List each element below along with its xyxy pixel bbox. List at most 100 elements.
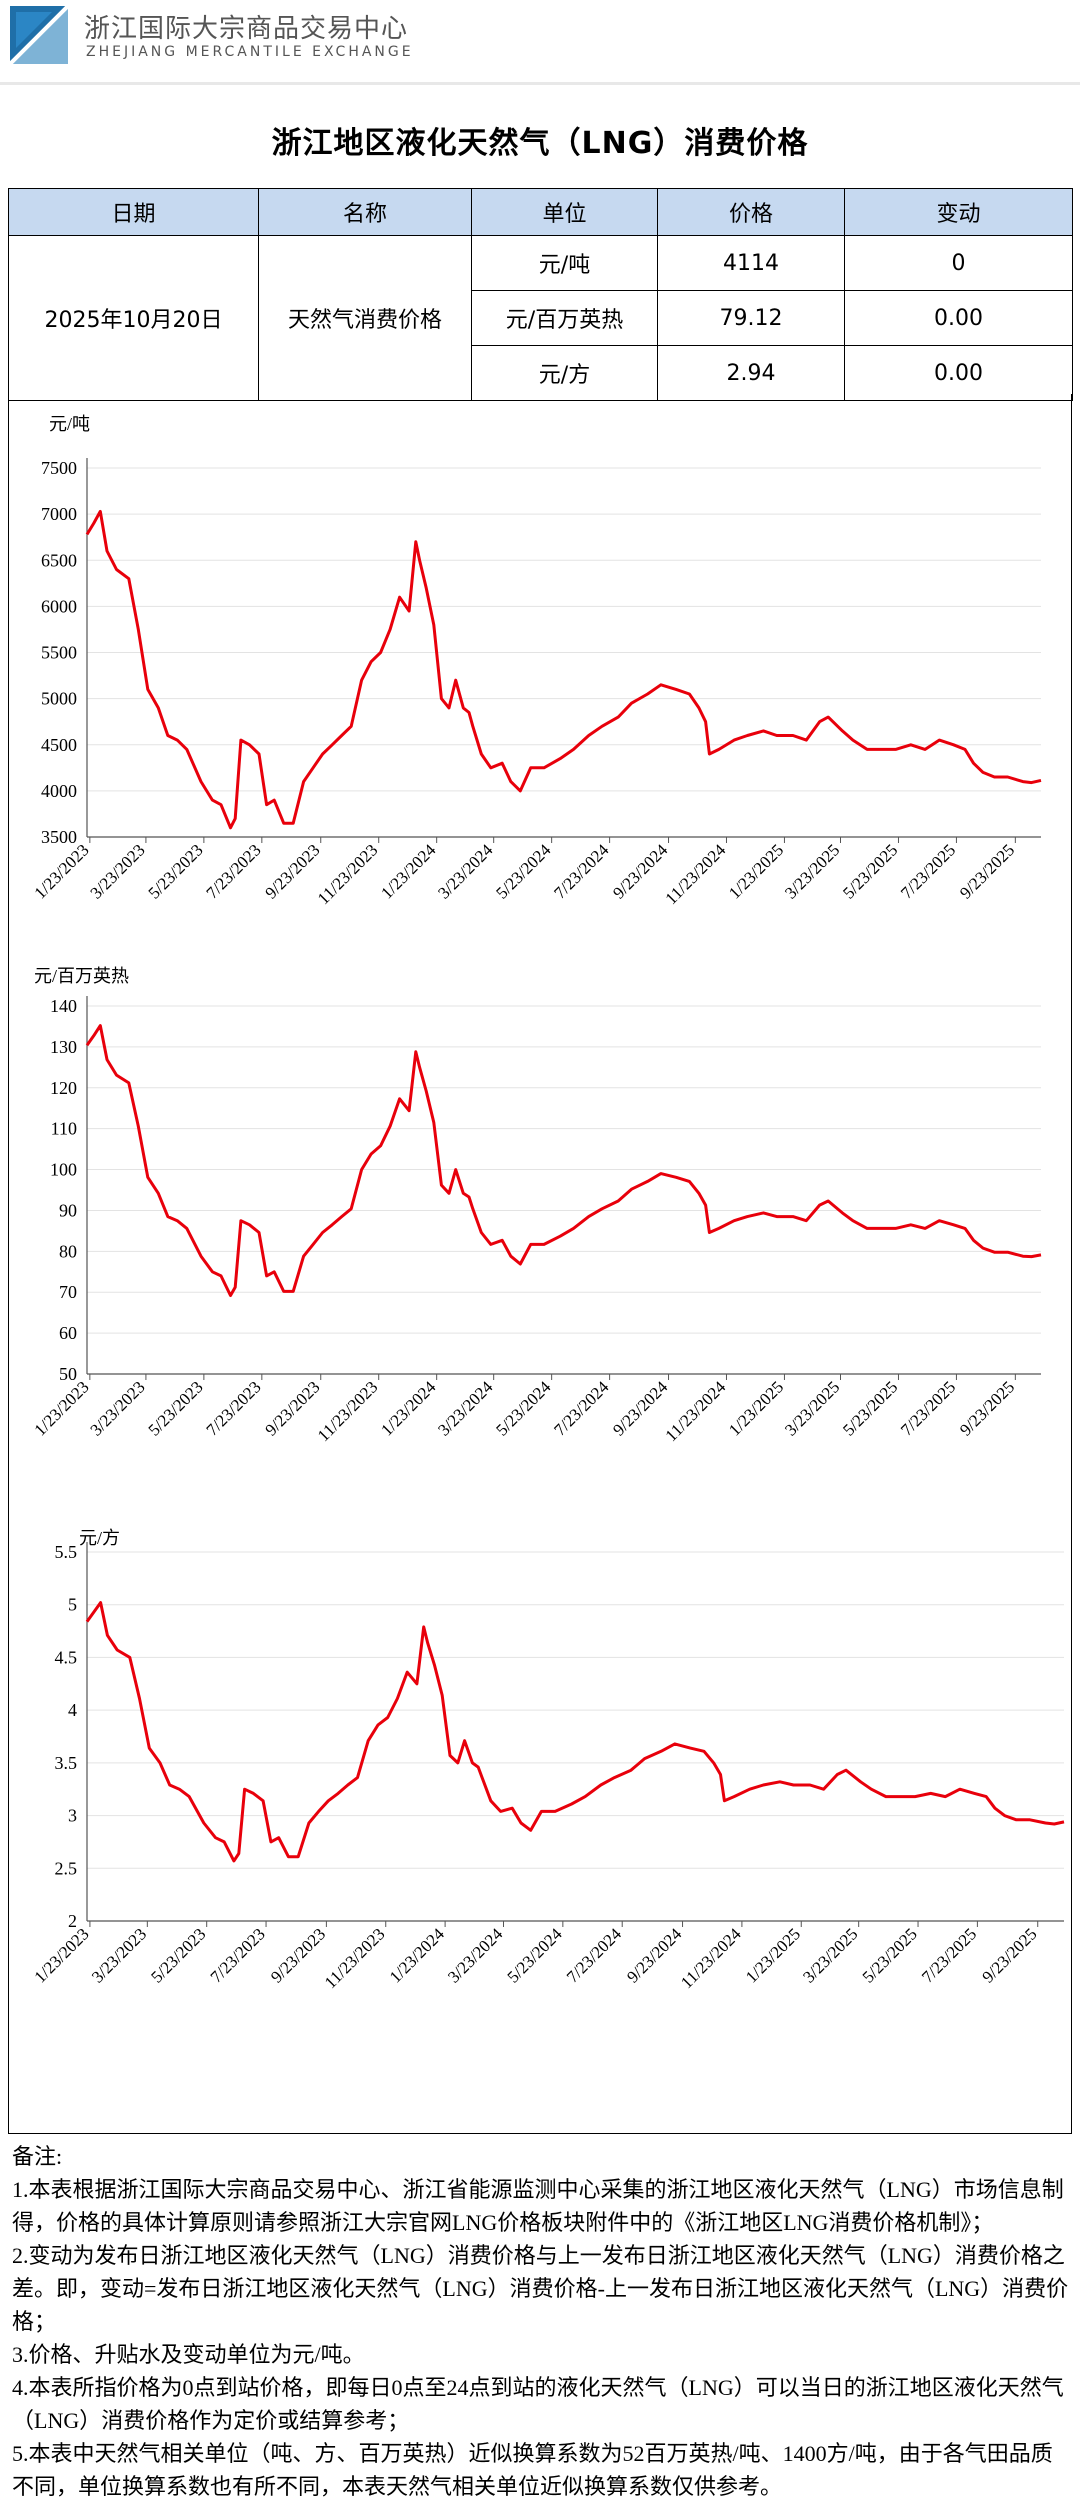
x-tick-label: 7/23/2024 (550, 840, 613, 903)
x-tick-label: 9/23/2025 (956, 840, 1018, 902)
x-tick-label: 3/23/2024 (434, 1377, 497, 1440)
y-tick-label: 4 (68, 1700, 77, 1720)
note-item: 1.本表根据浙江国际大宗商品交易中心、浙江省能源监测中心采集的浙江地区液化天然气… (12, 2177, 1064, 2235)
x-tick-label: 3/23/2023 (87, 1377, 149, 1439)
page-title: 浙江地区液化天然气（LNG）消费价格 (271, 126, 809, 161)
x-tick-label: 5/23/2024 (492, 840, 555, 903)
x-tick-label: 7/23/2023 (202, 1377, 264, 1439)
price-chart-yuan-per-cubic-meter: 元/方22.533.544.555.51/23/20233/23/20235/2… (31, 1528, 1065, 1992)
note-item: 5.本表中天然气相关单位（吨、方、百万英热）近似换算系数为52百万英热/吨、14… (12, 2441, 1053, 2499)
x-tick-label: 7/23/2024 (550, 1377, 613, 1440)
y-tick-label: 60 (59, 1323, 77, 1343)
y-tick-label: 3.5 (55, 1753, 78, 1773)
x-tick-label: 7/23/2025 (897, 840, 959, 902)
x-tick-label: 1/23/2023 (30, 1377, 92, 1439)
y-tick-label: 90 (59, 1200, 77, 1220)
x-tick-label: 11/23/2024 (662, 1377, 730, 1445)
price-series-line (85, 1601, 1065, 1863)
org-name-en: ZHEJIANG MERCANTILE EXCHANGE (86, 44, 414, 60)
x-tick-label: 9/23/2025 (956, 1377, 1018, 1439)
price-chart-yuan-per-ton: 元/吨 3500 4000 4500 5000 5500 6000 6500 7000 7500 1… (30, 414, 1042, 908)
table-row: 元/方 2.94 0.00 (9, 345, 1073, 401)
x-tick-label: 1/23/2025 (725, 1377, 787, 1439)
y-axis-unit-label: 元/吨 (49, 414, 90, 434)
y-tick-label: 4.5 (55, 1647, 78, 1667)
price-cell: 2.94 (657, 345, 845, 401)
x-tick-label: 1/23/2025 (742, 1924, 804, 1986)
y-tick-label: 2.5 (55, 1858, 78, 1878)
x-tick-label: 11/23/2024 (677, 1924, 745, 1992)
x-tick-label: 3/23/2024 (434, 840, 497, 903)
table-header-row: 日期 名称 单位 价格 变动 (8, 188, 1073, 236)
column-header-unit: 单位 (471, 188, 658, 236)
y-tick-label: 140 (50, 996, 77, 1016)
exchange-logo-icon (8, 4, 70, 66)
x-tick-label: 3/23/2023 (88, 1924, 150, 1986)
y-tick-label: 2 (68, 1911, 77, 1931)
date-cell: 2025年10月20日 (8, 235, 259, 401)
x-tick-label: 1/23/2025 (725, 840, 787, 902)
y-tick-label: 4000 (41, 781, 77, 801)
y-tick-label: 100 (50, 1160, 77, 1180)
y-tick-label: 5.5 (55, 1542, 78, 1562)
price-series-line (85, 509, 1042, 830)
y-axis-unit-label: 元/方 (79, 1528, 120, 1548)
x-tick-label: 3/23/2025 (799, 1924, 861, 1986)
note-item: 2.变动为发布日浙江地区液化天然气（LNG）消费价格与上一发布日浙江地区液化天然… (12, 2243, 1069, 2334)
x-tick-label: 1/23/2024 (377, 840, 440, 903)
y-tick-label: 7500 (41, 458, 77, 478)
column-header-change: 变动 (844, 188, 1073, 236)
notes-heading: 备注: (12, 2144, 63, 2169)
y-tick-label: 130 (50, 1037, 77, 1057)
y-tick-label: 70 (59, 1282, 77, 1302)
x-tick-label: 9/23/2023 (267, 1924, 329, 1986)
x-tick-label: 5/23/2025 (859, 1924, 921, 1986)
y-tick-label: 4500 (41, 735, 77, 755)
change-cell: 0.00 (844, 345, 1073, 401)
unit-cell: 元/百万英热 (471, 290, 658, 346)
org-name-cn: 浙江国际大宗商品交易中心 (84, 14, 409, 44)
charts-panel: 元/吨 3500 4000 4500 5000 5500 6000 6500 7000 7500 1… (8, 394, 1072, 2134)
header-divider (0, 82, 1080, 85)
y-tick-label: 7000 (41, 504, 77, 524)
price-series-line (85, 1024, 1042, 1297)
x-tick-label: 5/23/2023 (145, 1377, 207, 1439)
unit-cell: 元/方 (471, 345, 658, 401)
x-tick-label: 7/23/2023 (202, 840, 264, 902)
column-header-date: 日期 (8, 188, 259, 236)
x-tick-label: 1/23/2024 (386, 1924, 449, 1987)
x-tick-label: 5/23/2023 (147, 1924, 209, 1986)
price-table: 日期 名称 单位 价格 变动 2025年10月20日 天然气消费价格 元/吨 4… (8, 188, 1073, 401)
y-tick-label: 5000 (41, 689, 77, 709)
x-tick-label: 11/23/2023 (314, 1377, 382, 1445)
price-cell: 79.12 (657, 290, 845, 346)
y-tick-label: 80 (59, 1241, 77, 1261)
x-tick-label: 9/23/2024 (623, 1924, 686, 1987)
page-header: 浙江国际大宗商品交易中心 ZHEJIANG MERCANTILE EXCHANG… (0, 0, 1080, 85)
change-cell: 0 (844, 235, 1073, 291)
x-tick-label: 3/23/2023 (87, 840, 149, 902)
name-cell: 天然气消费价格 (258, 235, 472, 401)
x-tick-label: 3/23/2024 (444, 1924, 507, 1987)
y-tick-label: 110 (51, 1119, 77, 1139)
x-tick-label: 5/23/2025 (839, 840, 901, 902)
x-tick-label: 7/23/2025 (897, 1377, 959, 1439)
x-tick-label: 3/23/2025 (781, 1377, 843, 1439)
x-tick-label: 1/23/2024 (377, 1377, 440, 1440)
y-tick-label: 3 (68, 1806, 77, 1826)
price-chart-yuan-per-mmbtu: 元/百万英热 50 60 70 80 90 100 110 120 130 140 1/23/2023… (30, 966, 1042, 1445)
unit-cell: 元/吨 (471, 235, 658, 291)
y-axis-unit-label: 元/百万英热 (34, 966, 129, 986)
column-header-name: 名称 (258, 188, 472, 236)
note-item: 4.本表所指价格为0点到站价格，即每日0点至24点到站的液化天然气（LNG）可以… (12, 2375, 1064, 2433)
x-tick-label: 5/23/2024 (503, 1924, 566, 1987)
column-header-price: 价格 (657, 188, 845, 236)
x-tick-label: 5/23/2023 (145, 840, 207, 902)
x-tick-label: 1/23/2023 (31, 1924, 93, 1986)
y-tick-label: 5500 (41, 643, 77, 663)
table-row: 元/百万英热 79.12 0.00 (9, 290, 1073, 346)
x-tick-label: 11/23/2023 (314, 840, 382, 908)
note-item: 3.价格、升贴水及变动单位为元/吨。 (12, 2342, 365, 2367)
x-tick-label: 7/23/2024 (563, 1924, 626, 1987)
price-table-container: 日期 名称 单位 价格 变动 2025年10月20日 天然气消费价格 元/吨 4… (8, 188, 1073, 401)
